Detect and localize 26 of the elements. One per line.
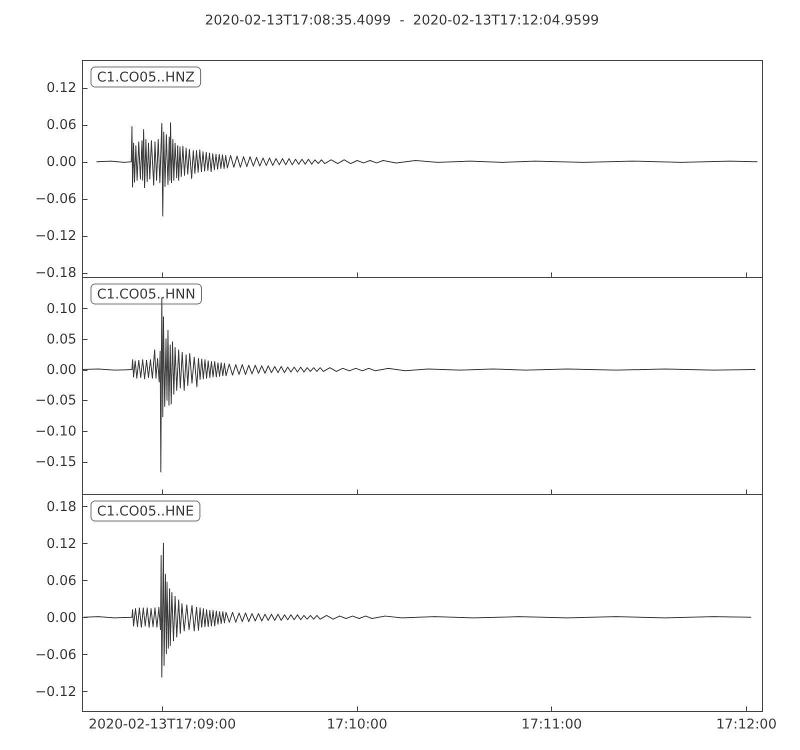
- y-tick-label: 0.10: [46, 300, 76, 317]
- x-tick-label: 17:11:00: [521, 716, 582, 732]
- y-tick-label: 0.05: [46, 331, 76, 348]
- x-tick-label: 17:12:00: [716, 716, 777, 732]
- y-tick-label: 0.06: [46, 117, 76, 134]
- y-tick-label: 0.12: [46, 536, 76, 552]
- y-tick-label: −0.06: [35, 191, 76, 208]
- y-tick-label: 0.00: [46, 610, 76, 626]
- annotation: C1.CO05..HNE: [97, 504, 194, 520]
- y-tick-label: −0.06: [35, 646, 76, 663]
- annotation: C1.CO05..HNZ: [97, 70, 195, 86]
- y-tick-label: −0.10: [35, 423, 76, 440]
- y-tick-label: 0.12: [46, 80, 76, 96]
- y-tick-label: 0.00: [46, 154, 76, 170]
- y-tick-label: −0.05: [35, 392, 76, 409]
- y-tick-label: 0.18: [46, 498, 76, 515]
- chart-title: 2020-02-13T17:08:35.4099 - 2020-02-13T17:12:04.9599: [205, 12, 599, 28]
- annotation: C1.CO05..HNN: [97, 286, 196, 302]
- y-tick-label: −0.12: [35, 684, 76, 700]
- y-tick-label: −0.15: [35, 454, 76, 470]
- y-tick-label: 0.06: [46, 572, 76, 589]
- y-tick-label: −0.18: [35, 265, 76, 282]
- x-tick-label: 17:10:00: [326, 716, 388, 732]
- x-tick-label: 2020-02-13T17:09:00: [88, 716, 236, 732]
- y-tick-label: −0.12: [35, 228, 76, 244]
- y-tick-label: 0.00: [46, 362, 76, 378]
